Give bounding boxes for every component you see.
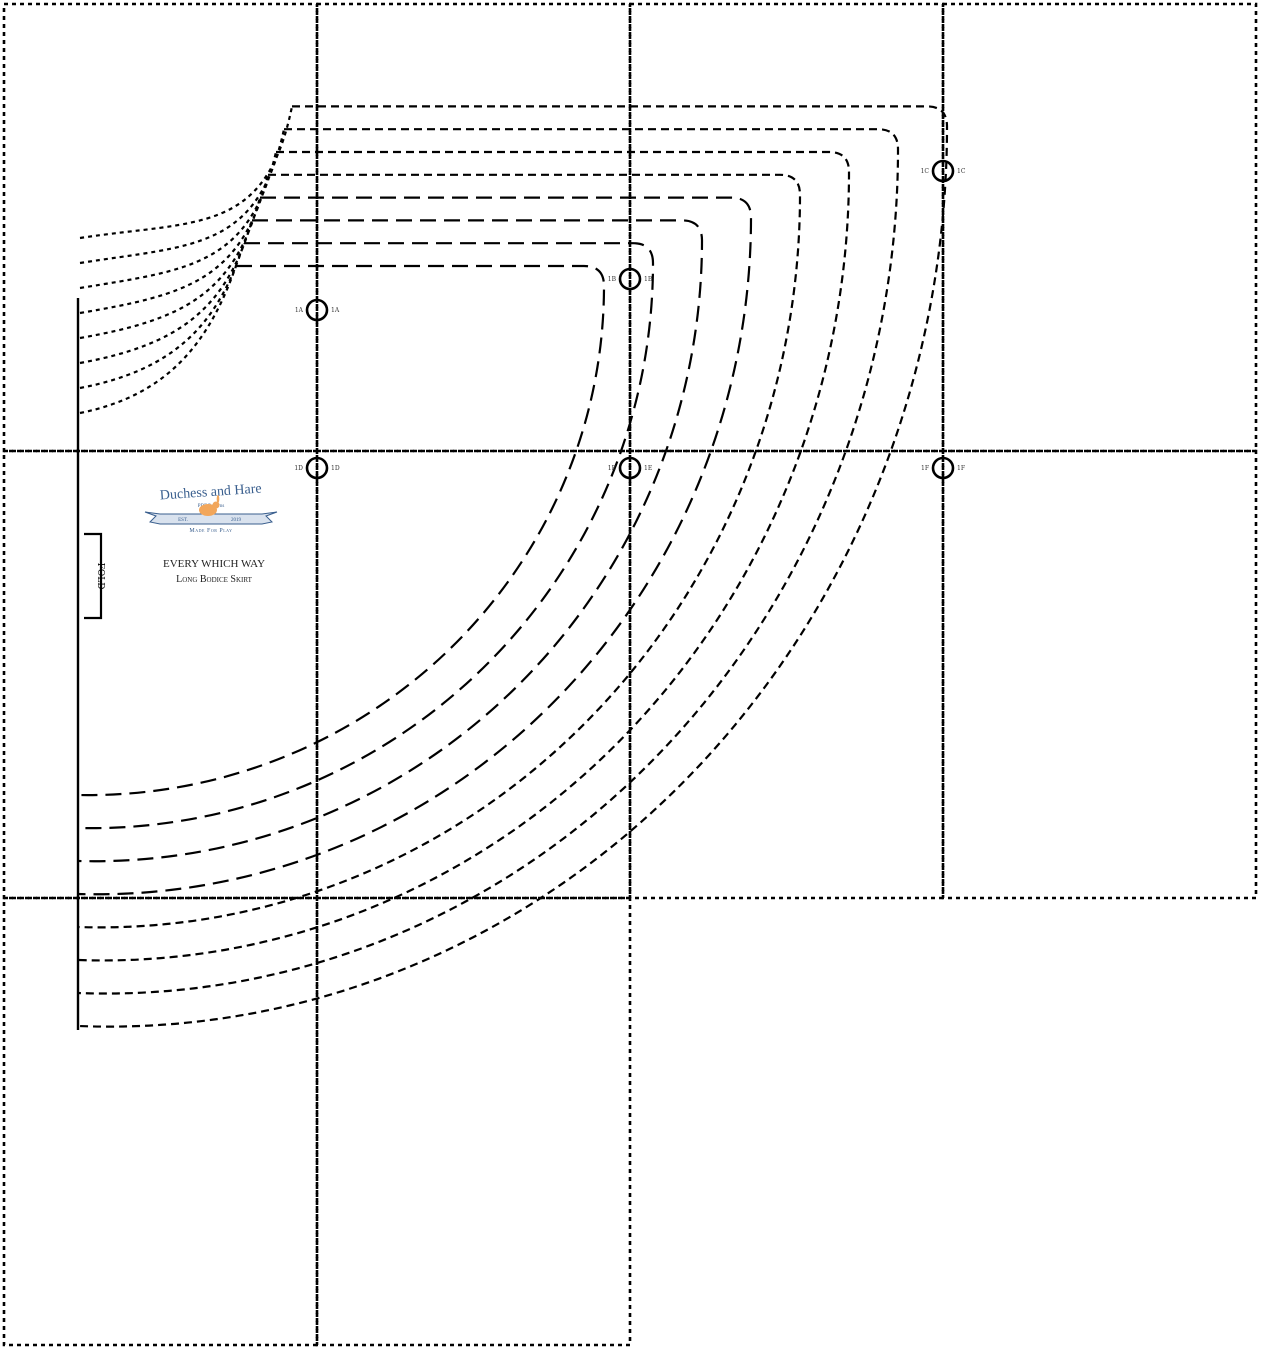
marker-1C: 1C 1C [921, 159, 966, 183]
marker-1B: 1B 1B [608, 267, 653, 291]
marker-label-right: 1D [331, 465, 340, 472]
waistline-3 [79, 220, 254, 365]
waistline-7 [79, 128, 286, 265]
pattern-title: EVERY WHICH WAY [163, 558, 265, 570]
hemline-1 [77, 264, 606, 797]
waistline-2 [79, 242, 246, 390]
marker-circle [618, 267, 642, 291]
marker-circle [618, 456, 642, 480]
marker-circle [305, 298, 329, 322]
marker-label-right: 1B [644, 276, 653, 283]
page-tile [2, 896, 319, 1347]
marker-circle [305, 456, 329, 480]
hemline-4 [77, 196, 753, 896]
hemline-7 [77, 128, 900, 995]
waistline-8 [79, 106, 294, 240]
marker-label-left: 1E [608, 465, 616, 472]
page-tile [315, 2, 632, 453]
hemline-6 [77, 150, 851, 962]
page-tile [315, 449, 632, 900]
marker-1D: 1D 1D [294, 456, 340, 480]
marker-label-left: 1A [295, 307, 304, 314]
marker-label-right: 1A [331, 307, 340, 314]
hemline-8 [77, 105, 949, 1028]
fold-indicator: FOLD [76, 298, 105, 1030]
marker-1F: 1F 1F [921, 456, 965, 480]
brand-motto: Made For Play [189, 528, 232, 534]
brand-name: Duchess and Hare [159, 481, 262, 503]
marker-label-left: 1D [294, 465, 303, 472]
hare-icon [199, 495, 220, 516]
marker-1A: 1A 1A [295, 298, 340, 322]
page-tile [628, 449, 945, 900]
marker-label-right: 1C [957, 168, 966, 175]
marker-label-right: 1F [957, 465, 965, 472]
alignment-markers: 1A 1A 1B 1B 1C 1C 1D 1D 1E 1E 1F 1F [294, 159, 966, 480]
marker-1E: 1E 1E [608, 456, 652, 480]
size-lines [77, 105, 949, 1028]
marker-label-right: 1E [644, 465, 652, 472]
page-tile [628, 2, 945, 453]
page-tile [941, 449, 1258, 900]
ribbon-banner [144, 511, 278, 525]
page-tile [941, 2, 1258, 453]
fold-label: FOLD [95, 563, 105, 590]
marker-circle [931, 159, 955, 183]
marker-label-left: 1F [921, 465, 929, 472]
marker-label-left: 1B [608, 276, 617, 283]
hemline-3 [77, 219, 704, 863]
hemline-5 [77, 173, 802, 929]
page-tile [315, 896, 632, 1347]
waistline-4 [79, 197, 262, 340]
marker-label-left: 1C [921, 168, 930, 175]
fold-bracket [84, 532, 103, 620]
waistline-1 [79, 265, 238, 415]
waistline-5 [79, 174, 270, 315]
brand-logo: Duchess and Hare PDF Patterns EST. 2019 … [144, 481, 278, 534]
marker-circle [931, 456, 955, 480]
waistline-6 [79, 151, 278, 290]
pattern-subtitle: Long Bodice Skirt [176, 574, 253, 585]
brand-est: EST. [178, 518, 188, 523]
brand-year: 2019 [231, 518, 242, 523]
hemline-2 [77, 242, 655, 830]
